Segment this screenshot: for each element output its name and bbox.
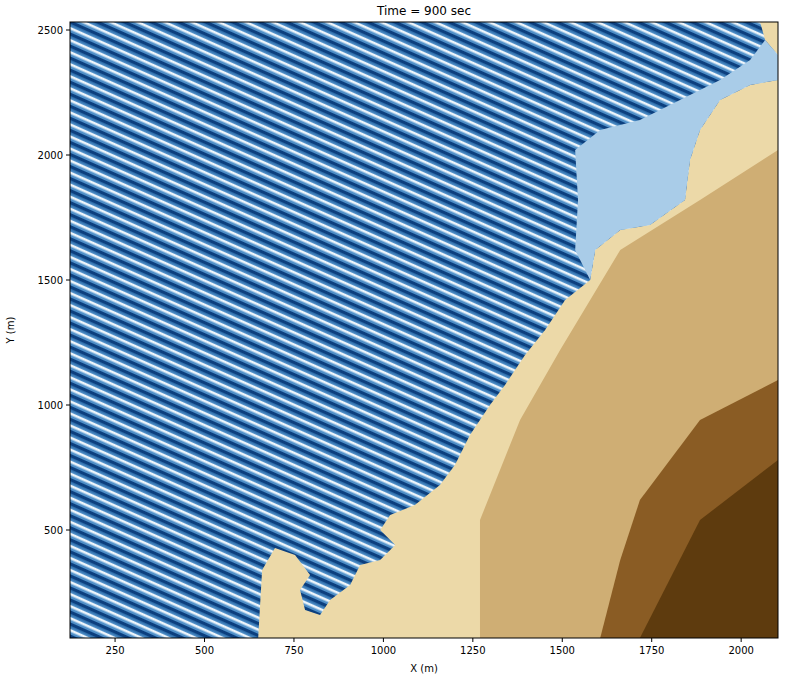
title: Time = 900 sec: [376, 4, 471, 18]
x-axis-label: X (m): [410, 663, 438, 674]
y-tick-label: 1500: [38, 275, 63, 286]
x-tick: [741, 638, 742, 642]
x-tick: [204, 638, 205, 642]
y-tick-label: 1000: [38, 400, 63, 411]
y-tick: [66, 280, 70, 281]
x-tick-label: 500: [195, 645, 214, 656]
x-tick-label: 2000: [728, 645, 753, 656]
x-tick-label: 250: [106, 645, 125, 656]
y-tick-label: 2500: [38, 25, 63, 36]
y-tick: [66, 30, 70, 31]
y-tick-label: 2000: [38, 150, 63, 161]
x-tick: [472, 638, 473, 642]
water-region: [70, 22, 778, 638]
y-tick-label: 500: [44, 525, 63, 536]
chart: 250 500 750 1000 1250 1500 1750 2000 500 1000 1500…: [0, 0, 800, 685]
land-region: [640, 460, 778, 638]
x-tick: [293, 638, 294, 642]
x-tick: [383, 638, 384, 642]
x-tick-label: 1250: [460, 645, 485, 656]
y-axis-label: Y (m): [5, 316, 16, 344]
y-tick: [66, 405, 70, 406]
plot-frame: [70, 22, 778, 638]
x-tick-label: 1500: [550, 645, 575, 656]
image-layer: [70, 22, 778, 638]
x-tick: [651, 638, 652, 642]
x-tick: [562, 638, 563, 642]
x-tick-label: 1750: [639, 645, 664, 656]
x-tick-label: 750: [284, 645, 303, 656]
land-region: [600, 380, 778, 638]
x-tick-label: 1000: [371, 645, 396, 656]
y-tick: [66, 155, 70, 156]
x-tick: [115, 638, 116, 642]
y-tick: [66, 530, 70, 531]
land-region: [70, 22, 778, 638]
calm-water-region: [575, 40, 778, 280]
